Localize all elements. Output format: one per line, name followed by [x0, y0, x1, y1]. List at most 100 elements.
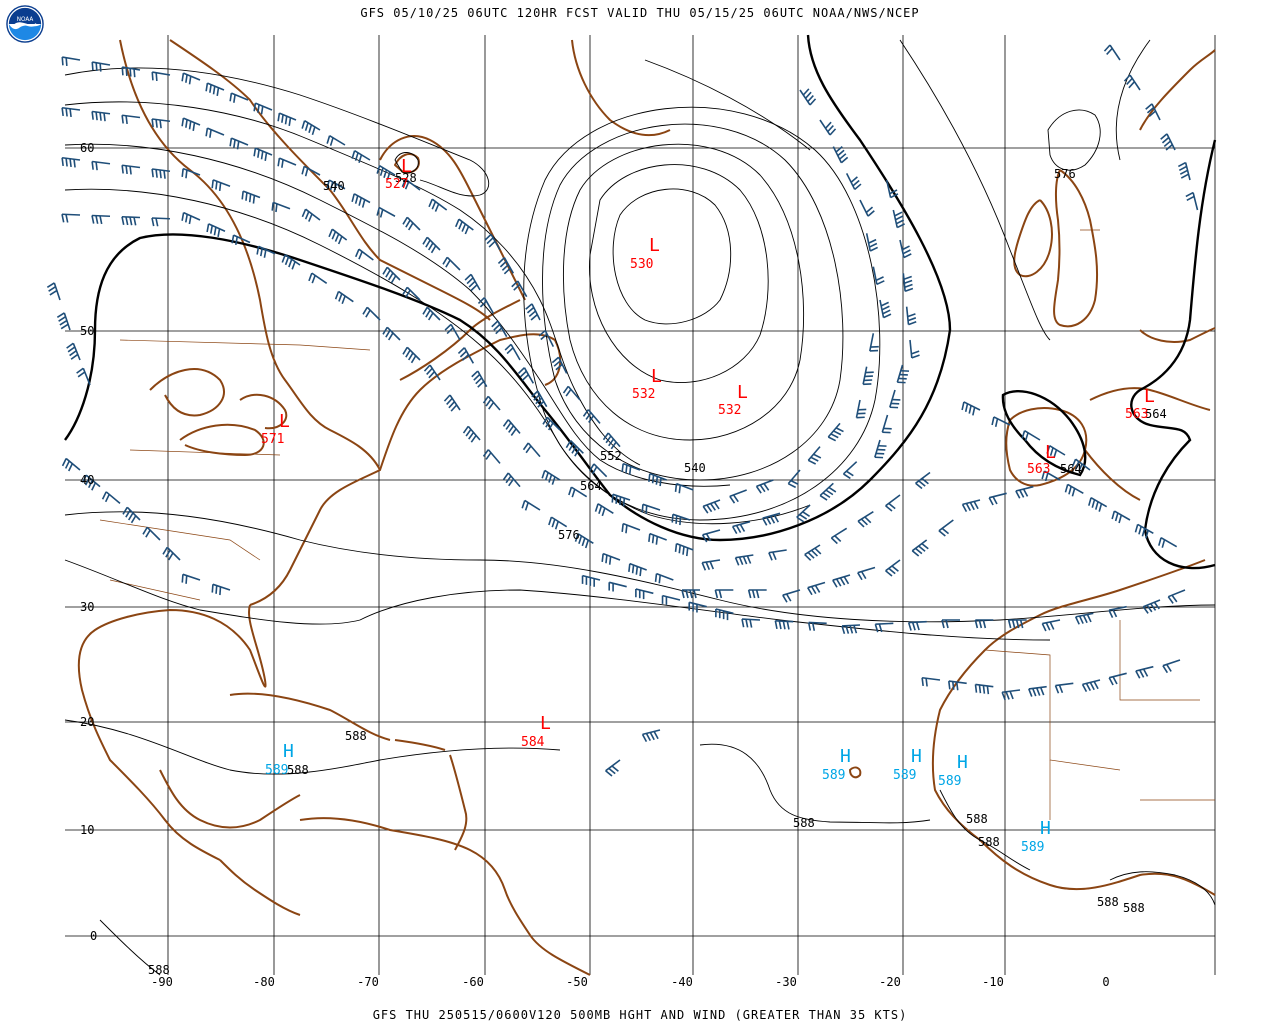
- wind-barb: [892, 209, 905, 229]
- wind-barb: [921, 676, 941, 687]
- wind-barb: [382, 326, 401, 341]
- wind-barb: [328, 228, 348, 245]
- wind-barb: [301, 120, 321, 136]
- wind-barb: [1145, 103, 1161, 121]
- wind-barb: [521, 499, 541, 511]
- wind-barb: [611, 493, 631, 507]
- wind-barb: [1108, 605, 1127, 618]
- wind-barb: [961, 499, 981, 513]
- wind-barb: [988, 492, 1007, 506]
- wind-barb: [454, 218, 474, 235]
- wind-barb: [902, 273, 914, 292]
- wind-barb: [819, 482, 837, 501]
- wind-barb: [819, 119, 837, 136]
- wind-barb: [865, 233, 878, 252]
- wind-barb: [862, 366, 874, 386]
- lat-label-20: 20: [80, 715, 94, 729]
- wind-barb: [497, 257, 515, 275]
- wind-barb: [151, 71, 171, 81]
- wind-barb: [674, 482, 694, 494]
- contour-label: 564: [1145, 407, 1167, 421]
- wind-barb: [1108, 672, 1127, 686]
- wind-barb: [382, 266, 401, 284]
- wind-barb: [151, 217, 171, 227]
- wind-barb: [807, 581, 826, 596]
- wind-barb: [1021, 430, 1041, 441]
- wind-barb: [885, 494, 901, 512]
- wind-barb: [1064, 483, 1084, 497]
- wind-barb: [1071, 458, 1091, 472]
- wind-barb: [855, 399, 867, 419]
- wind-barb: [443, 394, 461, 412]
- lon-label-minus-20: -20: [879, 975, 901, 989]
- wind-barb: [1046, 445, 1066, 458]
- lat-label-40: 40: [80, 473, 94, 487]
- wind-barb: [308, 272, 328, 284]
- wind-barb: [542, 416, 561, 431]
- lat-label-50: 50: [80, 324, 94, 338]
- low-value: 532: [718, 403, 741, 418]
- wind-barb: [885, 559, 901, 577]
- wind-barb: [181, 117, 201, 131]
- wind-barb: [747, 589, 767, 599]
- wind-barb: [594, 503, 614, 517]
- wind-barb: [61, 457, 81, 472]
- wind-barb: [961, 401, 981, 416]
- wind-barb: [1041, 470, 1061, 482]
- wind-barb: [1167, 589, 1186, 604]
- wind-barb: [729, 489, 747, 504]
- lon-label-minus-40: -40: [671, 975, 693, 989]
- wind-barb: [522, 442, 541, 458]
- low-symbol: L: [1144, 386, 1155, 407]
- wind-barb: [326, 135, 346, 146]
- wind-barb: [857, 510, 874, 528]
- contour-label: 564: [1060, 462, 1082, 476]
- wind-barb: [911, 539, 929, 557]
- contour-label: 588: [148, 963, 170, 977]
- wind-barb: [761, 512, 781, 526]
- high-value: 589: [265, 763, 288, 778]
- wind-barb: [422, 306, 441, 321]
- lon-label-minus-50: -50: [566, 975, 588, 989]
- wind-barb: [1134, 523, 1154, 539]
- low-centers: L 527 L 530 L 532 L 532 L 571 L 584 L 56…: [261, 156, 1155, 750]
- thick-contours: [64, 34, 1217, 570]
- wind-barb: [1054, 682, 1074, 694]
- wind-barb: [205, 127, 225, 138]
- low-symbol: L: [649, 235, 660, 256]
- high-symbol: H: [957, 752, 968, 773]
- wind-barb: [671, 513, 691, 526]
- wind-barb: [907, 620, 927, 631]
- wind-barb: [1074, 612, 1094, 625]
- low-symbol: L: [1045, 442, 1056, 463]
- lat-label-10: 10: [80, 823, 94, 837]
- lat-label-60: 60: [80, 141, 94, 155]
- wind-barb: [885, 179, 899, 199]
- wind-barb: [484, 233, 501, 251]
- wind-barb: [457, 347, 475, 364]
- wind-barb: [151, 118, 171, 129]
- wind-barb: [181, 573, 201, 584]
- wind-barb: [401, 178, 421, 191]
- high-symbol: H: [840, 746, 851, 767]
- wind-barb: [674, 542, 694, 557]
- wind-barb: [734, 554, 754, 566]
- wind-barb: [301, 165, 321, 177]
- wind-barb: [541, 469, 561, 485]
- wind-barb: [582, 409, 601, 424]
- wind-barb: [715, 608, 734, 621]
- high-value: 589: [938, 774, 961, 789]
- high-value: 589: [822, 768, 845, 783]
- wind-barb: [581, 574, 601, 587]
- contour-label: 588: [978, 835, 1000, 849]
- low-value: 563: [1027, 462, 1050, 477]
- wind-barb: [351, 150, 371, 163]
- wind-barb: [1177, 161, 1191, 181]
- low-value: 571: [261, 432, 284, 447]
- wind-barb: [601, 552, 621, 565]
- wind-barb: [974, 683, 994, 695]
- wind-barb: [402, 286, 421, 301]
- contour-label: 540: [323, 179, 345, 193]
- wind-barb: [376, 165, 396, 181]
- high-value: 589: [893, 768, 916, 783]
